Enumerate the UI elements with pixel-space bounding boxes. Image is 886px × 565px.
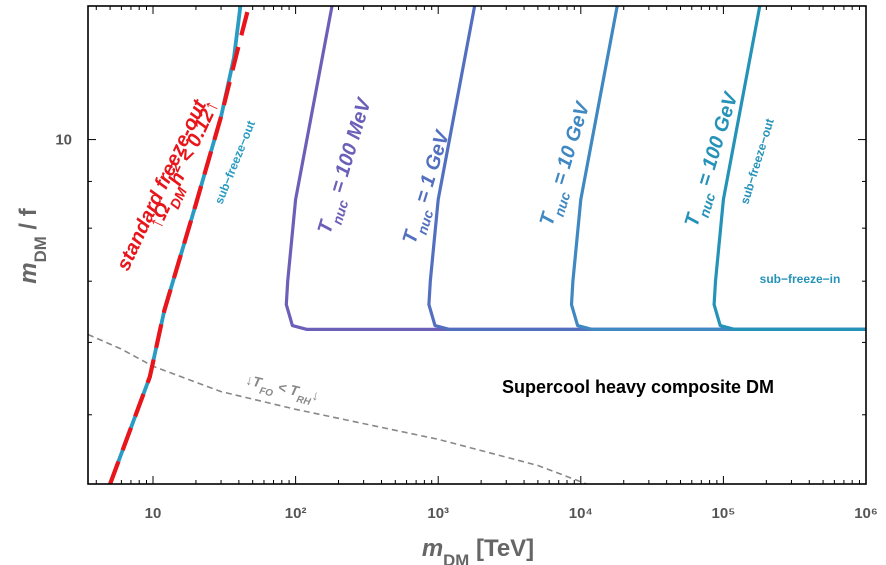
- series-line-tfo: [87, 333, 587, 485]
- x-tick-label: 10²: [285, 505, 307, 522]
- x-tick-label: 10³: [427, 505, 449, 522]
- region-label: Supercool heavy composite DM: [502, 377, 774, 397]
- tfo-trh-label: ↓TFO < TRH↓: [243, 371, 321, 409]
- series-line-standard: [108, 5, 251, 485]
- series-line-t1gev: [427, 5, 866, 331]
- tnuc-label-t100mev: Tnuc = 100 MeV: [314, 95, 382, 239]
- y-axis-title: mDM / f: [15, 207, 50, 283]
- tnuc-label-t10gev: Tnuc = 10 GeV: [536, 98, 601, 230]
- plot-curves: [87, 5, 866, 485]
- y-tick-label: 10: [55, 132, 72, 149]
- x-tick-label: 10⁴: [569, 505, 593, 522]
- sub-freeze-in-label: sub−freeze−in: [760, 272, 841, 286]
- plot-frame: [87, 5, 867, 485]
- tnuc-label-t1gev: Tnuc = 1 GeV: [399, 127, 460, 248]
- x-tick-label: 10⁵: [712, 505, 736, 522]
- series-line-t100gev: [712, 5, 866, 331]
- x-tick-label: 10: [145, 505, 162, 522]
- x-axis-title: mDM [TeV]: [422, 535, 534, 565]
- axis-ticks: [88, 6, 867, 484]
- x-tick-label: 10⁶: [854, 505, 878, 522]
- series-line-t100mev: [284, 5, 866, 331]
- tnuc-label-t100gev: Tnuc = 100 GeV: [681, 89, 749, 232]
- series-line-t10gev: [569, 5, 866, 331]
- sub-freeze-out-right-label: sub−freeze−out: [737, 117, 776, 206]
